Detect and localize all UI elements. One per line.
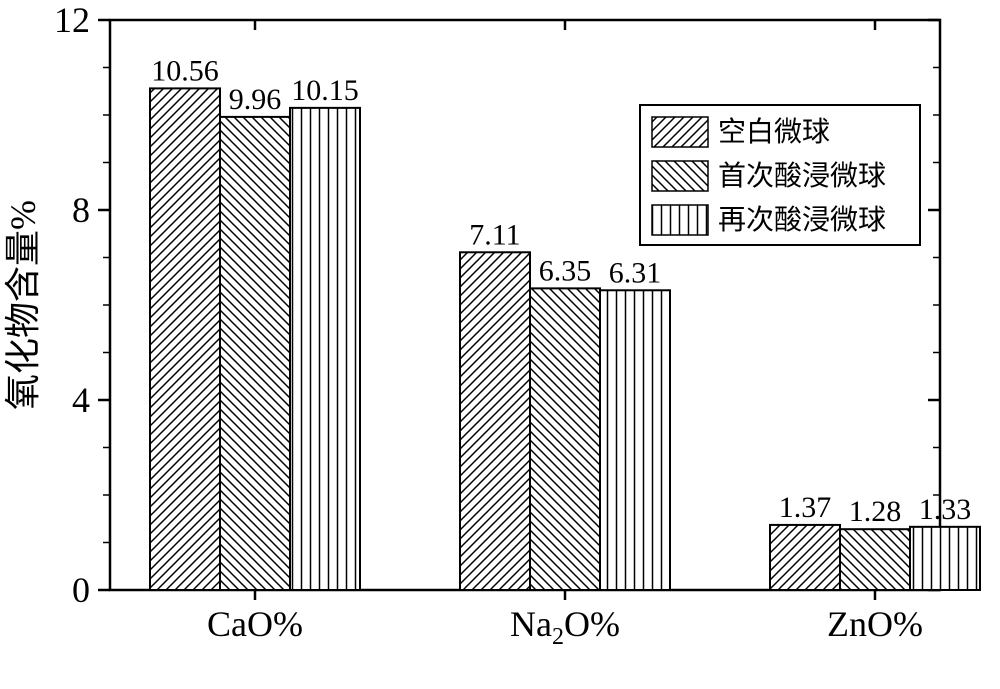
bar bbox=[840, 529, 910, 590]
bar-value-label: 1.33 bbox=[919, 493, 972, 526]
legend-label: 空白微球 bbox=[718, 116, 830, 148]
legend-swatch bbox=[652, 161, 708, 191]
bar-value-label: 9.96 bbox=[229, 83, 282, 116]
oxide-content-bar-chart: 0 4 8 12 氧化物含量% 10.56 9.96 10.15 CaO% 7.11 6.35 6.3… bbox=[0, 0, 1000, 689]
bar-value-label: 1.37 bbox=[779, 491, 832, 524]
bar-value-label: 10.56 bbox=[151, 54, 219, 87]
legend-swatch bbox=[652, 117, 708, 147]
bar bbox=[220, 117, 290, 590]
y-tick-label: 12 bbox=[54, 0, 90, 40]
bar-value-label: 6.35 bbox=[539, 254, 592, 287]
bar-value-label: 6.31 bbox=[609, 256, 662, 289]
bar bbox=[460, 252, 530, 590]
legend-swatch bbox=[652, 205, 708, 235]
legend-label: 再次酸浸微球 bbox=[718, 204, 886, 236]
x-category-label: ZnO% bbox=[827, 604, 923, 644]
bar-value-label: 10.15 bbox=[291, 74, 359, 107]
legend-label: 首次酸浸微球 bbox=[718, 160, 886, 192]
bar bbox=[910, 527, 980, 590]
y-tick-label: 8 bbox=[72, 190, 90, 230]
bar bbox=[600, 290, 670, 590]
y-tick-label: 4 bbox=[72, 380, 90, 420]
bar bbox=[150, 88, 220, 590]
bar bbox=[530, 288, 600, 590]
y-tick-label: 0 bbox=[72, 570, 90, 610]
bar-value-label: 1.28 bbox=[849, 495, 902, 528]
bar bbox=[770, 525, 840, 590]
bar bbox=[290, 108, 360, 590]
legend: 空白微球首次酸浸微球再次酸浸微球 bbox=[640, 105, 920, 245]
bar-value-label: 7.11 bbox=[469, 218, 520, 251]
x-category-label: CaO% bbox=[207, 604, 303, 644]
x-category-label: Na2O% bbox=[510, 604, 620, 650]
chart-svg: 0 4 8 12 氧化物含量% 10.56 9.96 10.15 CaO% 7.11 6.35 6.3… bbox=[0, 0, 1000, 689]
y-axis-title: 氧化物含量% bbox=[3, 200, 43, 410]
